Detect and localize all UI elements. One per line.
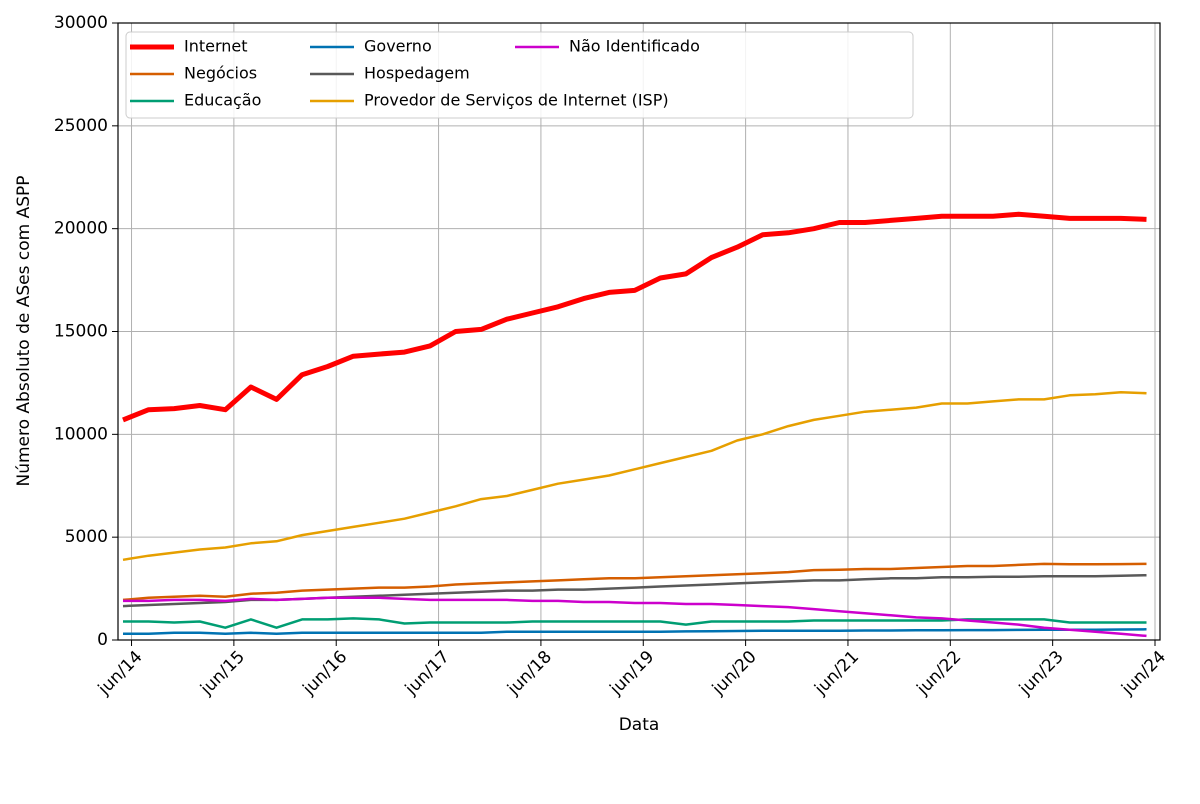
legend-label: Educação	[184, 91, 261, 110]
y-tick-label: 10000	[54, 424, 108, 444]
series-line	[123, 596, 1147, 638]
series-line	[122, 211, 1147, 423]
legend-label: Governo	[364, 37, 432, 56]
y-axis-label: Número Absoluto de ASes com ASPP	[14, 175, 34, 486]
legend-label: Hospedagem	[364, 64, 470, 83]
series-line	[122, 390, 1147, 562]
series-line	[123, 628, 1147, 636]
series-line	[122, 562, 1147, 602]
y-tick-label: 20000	[54, 219, 108, 239]
y-tick-label: 5000	[65, 527, 108, 547]
legend-label: Negócios	[184, 64, 257, 83]
y-tick-label: 30000	[54, 13, 108, 33]
legend-label: Internet	[184, 37, 248, 56]
series-line	[123, 617, 1147, 629]
legend-label: Não Identificado	[569, 37, 700, 56]
x-axis-label: Data	[619, 715, 660, 735]
legend-label: Provedor de Serviços de Internet (ISP)	[364, 91, 669, 110]
y-tick-label: 15000	[54, 322, 108, 342]
y-tick-label: 0	[97, 630, 108, 650]
legend-box	[125, 31, 914, 119]
y-tick-label: 25000	[54, 116, 108, 136]
